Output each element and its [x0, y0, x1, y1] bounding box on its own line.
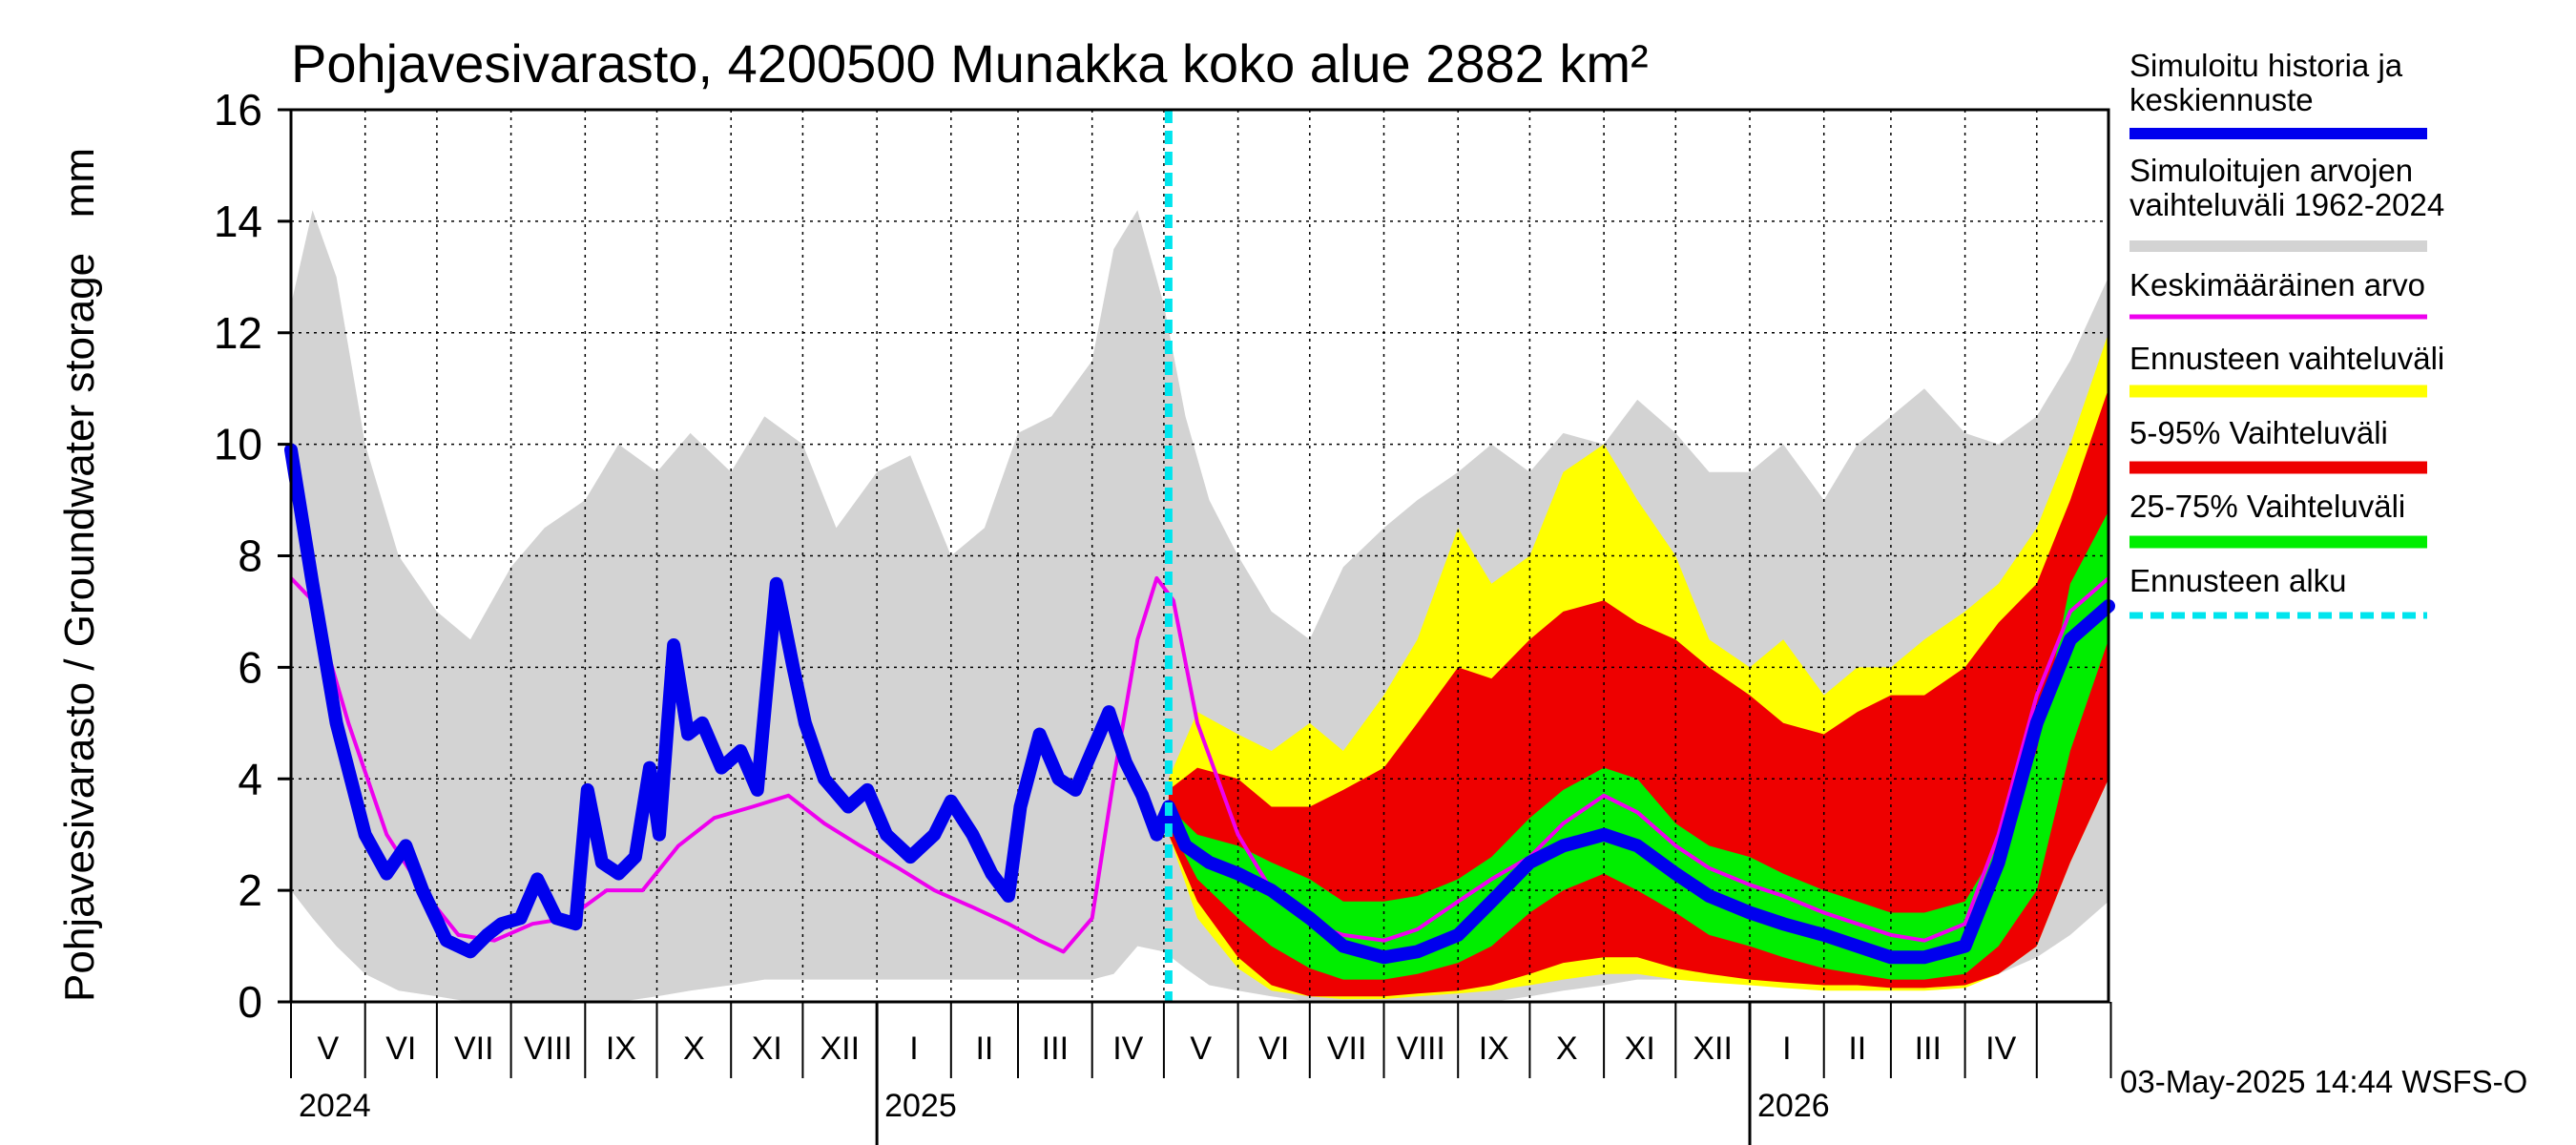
- legend-label-hist_range: Simuloitujen arvojen: [2129, 153, 2413, 188]
- legend-label-mean: Keskimääräinen arvo: [2129, 267, 2425, 302]
- month-label: IX: [606, 1030, 636, 1067]
- y-tick-label: 16: [214, 85, 262, 135]
- month-label: III: [1042, 1030, 1069, 1067]
- month-label: XI: [752, 1030, 782, 1067]
- y-tick-label: 2: [238, 865, 262, 915]
- month-label: VIII: [1397, 1030, 1445, 1067]
- month-label: XII: [820, 1030, 860, 1067]
- y-tick-label: 0: [238, 977, 262, 1027]
- month-label: IV: [1112, 1030, 1143, 1067]
- month-label: III: [1915, 1030, 1942, 1067]
- chart-title: Pohjavesivarasto, 4200500 Munakka koko a…: [291, 33, 1649, 94]
- legend-label-fc_range: Ennusteen vaihteluväli: [2129, 341, 2444, 376]
- year-label: 2025: [884, 1088, 957, 1124]
- mean-line: [289, 575, 2110, 954]
- legend-label-history: Simuloitu historia ja: [2129, 48, 2403, 83]
- month-label: II: [1848, 1030, 1866, 1067]
- month-label: VII: [1327, 1030, 1367, 1067]
- p25_75-band: [1168, 510, 2109, 980]
- month-label: XII: [1693, 1030, 1733, 1067]
- legend-label-history: keskiennuste: [2129, 82, 2314, 117]
- chart-grid: [291, 110, 2109, 1002]
- y-tick-label: 4: [238, 754, 262, 803]
- chart-areas: [291, 210, 2109, 1002]
- month-label: VI: [385, 1030, 416, 1067]
- month-label: X: [1556, 1030, 1578, 1067]
- year-label: 2026: [1757, 1088, 1830, 1124]
- legend-label-fc_start: Ennusteen alku: [2129, 563, 2347, 598]
- y-tick-label: 10: [214, 420, 262, 469]
- legend-label-hist_range: vaihteluväli 1962-2024: [2129, 187, 2444, 222]
- y-tick-label: 14: [214, 197, 262, 246]
- month-label: VII: [454, 1030, 494, 1067]
- footer-timestamp: 03-May-2025 14:44 WSFS-O: [2120, 1064, 2527, 1099]
- y-tick-label: 8: [238, 531, 262, 581]
- month-label: I: [1782, 1030, 1791, 1067]
- month-label: VIII: [524, 1030, 572, 1067]
- month-label: VI: [1258, 1030, 1289, 1067]
- month-label: V: [1190, 1030, 1212, 1067]
- x-axis: V VI VII VIII IX X XI XII I II III IV V VI VII VIII IX X X…: [290, 1002, 2112, 1145]
- chart-lines: [284, 110, 2115, 1002]
- y-tick-label: 12: [214, 308, 262, 358]
- month-label: XI: [1625, 1030, 1655, 1067]
- year-label: 2024: [299, 1088, 371, 1124]
- p5_95-band: [1168, 388, 2109, 997]
- legend-label-p25_75: 25-75% Vaihteluväli: [2129, 489, 2405, 524]
- month-label: IV: [1985, 1030, 2016, 1067]
- y-tick-label: 6: [238, 642, 262, 692]
- month-label: I: [909, 1030, 918, 1067]
- history-forecast-line: [284, 443, 2115, 965]
- month-label: II: [975, 1030, 993, 1067]
- month-label: V: [318, 1030, 340, 1067]
- month-label: X: [683, 1030, 705, 1067]
- y-axis: 0 2 4 6 8 10 12 14 16: [214, 85, 291, 1027]
- month-label: IX: [1479, 1030, 1509, 1067]
- legend-label-p5_95: 5-95% Vaihteluväli: [2129, 415, 2388, 450]
- y-axis-label: Pohjavesivarasto / Groundwater storage m…: [56, 148, 103, 1002]
